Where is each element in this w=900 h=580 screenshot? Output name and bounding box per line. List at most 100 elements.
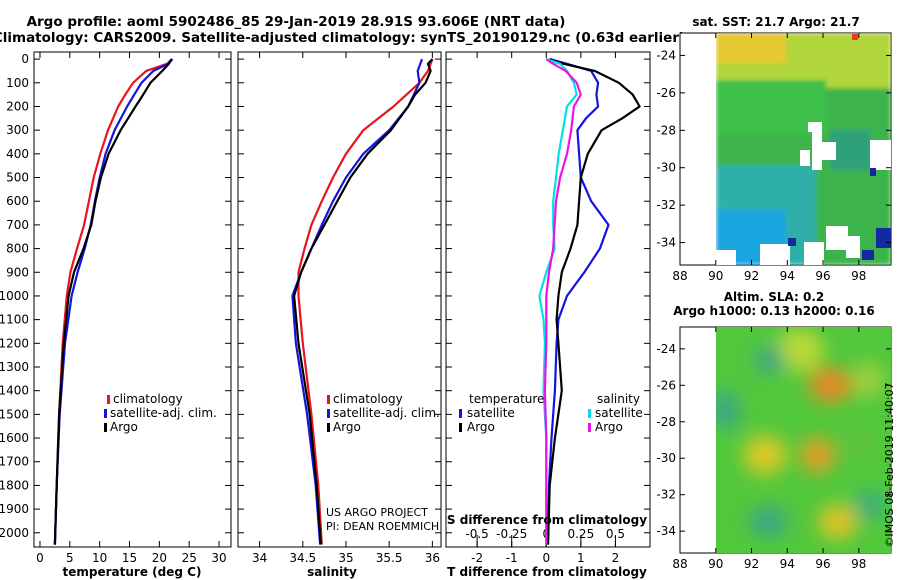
series-salinity-argo	[543, 58, 582, 545]
x-tick-label: 25	[182, 551, 197, 565]
legend-swatch-climatology	[107, 395, 110, 404]
sla-map-panel: Altim. SLA: 0.2 Argo h1000: 0.13 h2000: …	[656, 290, 892, 571]
sst-title: sat. SST: 21.7 Argo: 21.7	[692, 15, 859, 29]
sla-eddy	[852, 362, 884, 398]
sla-cool-eddy	[716, 390, 741, 430]
cold-cell	[870, 168, 876, 176]
sst-mid-band	[716, 80, 826, 135]
x-tick-label: 36	[425, 551, 440, 565]
sst-lat-tick-labels: -24 -26 -28 -30 -32 -34	[656, 48, 891, 250]
lat-tick-label: -32	[656, 198, 676, 212]
lon-tick-label: 96	[815, 269, 830, 283]
legend-label-climatology: climatology	[333, 392, 403, 406]
lon-tick-label: 98	[851, 557, 866, 571]
x-tick-label: 0	[36, 551, 44, 565]
cold-cell	[862, 250, 874, 260]
sla-field-smooth	[716, 328, 886, 540]
imos-watermark: ©IMOS 08-Feb-2019 11:40:07	[883, 382, 896, 547]
temperature-panel: 0100200300400500600700800900100011001200…	[0, 51, 232, 579]
sla-cool-eddy	[748, 506, 788, 538]
sla-eddy	[848, 431, 876, 459]
legend-swatch-s-satellite	[588, 409, 591, 418]
legend-label-t-argo: Argo	[467, 420, 495, 434]
sst-warm-patch	[716, 33, 786, 63]
hot-cell	[852, 34, 858, 40]
x-tick-label: 35	[338, 551, 353, 565]
cloud-cell	[846, 236, 860, 258]
legend-label-argo: Argo	[110, 420, 138, 434]
salinity-plot-frame	[237, 51, 442, 548]
x-tick-label: 15	[122, 551, 137, 565]
lon-tick-label: 88	[672, 557, 687, 571]
sst-map-panel: sat. SST: 21.7 Argo: 21.7	[656, 15, 892, 283]
depth-tick-label: 800	[6, 242, 29, 256]
lon-tick-label: 94	[780, 557, 795, 571]
legend-swatch-t-satellite	[459, 409, 462, 418]
depth-tick-label: 1500	[0, 407, 29, 421]
x-tick-label: 34.5	[289, 551, 316, 565]
cold-cell	[876, 228, 891, 248]
sst-patch-east	[830, 130, 870, 170]
salinity-panel: 34 34.5 35 35.5 36 salinity climatology sate…	[237, 51, 442, 579]
legend-swatch-s-argo	[588, 423, 591, 432]
sst-cloud-mask	[716, 34, 891, 265]
salinity-axis-label: salinity	[307, 565, 357, 579]
series-satellite-adj-clim-	[291, 58, 424, 545]
depth-tick-label: 700	[6, 218, 29, 232]
lat-tick-label: -30	[656, 161, 676, 175]
depth-tick-label: 1100	[0, 313, 29, 327]
x-tick-label: 34	[252, 551, 267, 565]
legend-swatch-t-argo	[459, 423, 462, 432]
depth-tick-label: 400	[6, 147, 29, 161]
depth-tick-label: 1200	[0, 336, 29, 350]
cloud-cell	[804, 242, 824, 265]
legend-swatch-argo	[104, 423, 107, 432]
lon-tick-label: 98	[851, 269, 866, 283]
temperature-plot-frame	[33, 51, 232, 548]
title-line-1: Argo profile: aoml 5902486_85 29-Jan-201…	[27, 14, 566, 30]
lat-tick-label: -34	[656, 236, 676, 250]
x-tick-label: -1	[506, 551, 518, 565]
s-diff-tick-label: -0.25	[496, 527, 527, 541]
legend-label-satellite: satellite-adj. clim.	[110, 406, 217, 420]
sla-warm-eddy	[808, 367, 852, 403]
difference-depth-ticks	[446, 58, 650, 534]
sla-lon-tick-labels: 88 90 92 94 96 98	[672, 327, 866, 571]
x-tick-label: -2	[471, 551, 483, 565]
depth-tick-label: 300	[6, 123, 29, 137]
depth-tick-label: 1700	[0, 455, 29, 469]
legend-header-temperature: temperature	[469, 392, 544, 406]
title-line-2: Climatology: CARS2009. Satellite-adjuste…	[0, 30, 685, 46]
cloud-cell	[870, 140, 891, 170]
depth-tick-label: 1300	[0, 360, 29, 374]
depth-tick-label: 900	[6, 265, 29, 279]
temperature-tick-labels: 0 5 10 15 20 25 30	[36, 52, 227, 565]
x-tick-label: 20	[152, 551, 167, 565]
sla-title-line-1: Altim. SLA: 0.2	[724, 290, 825, 304]
cloud-cell	[808, 122, 822, 132]
difference-plot-frame	[445, 51, 651, 548]
temperature-legend: climatology satellite-adj. clim. Argo	[104, 392, 217, 434]
lon-tick-label: 96	[815, 557, 830, 571]
cloud-cell	[826, 226, 848, 250]
legend-swatch-climatology	[327, 395, 330, 404]
depth-tick-label: 1900	[0, 502, 29, 516]
depth-tick-label: 200	[6, 99, 29, 113]
depth-tick-label: 1400	[0, 384, 29, 398]
depth-tick-label: 2000	[0, 526, 29, 540]
x-tick-label: 10	[92, 551, 107, 565]
series-satellite-adj-clim-	[53, 58, 174, 545]
lon-tick-label: 90	[708, 269, 723, 283]
sla-cool-eddy	[754, 346, 786, 374]
legend-label-satellite: satellite-adj. clim.	[333, 406, 440, 420]
legend-label-s-argo: Argo	[595, 420, 623, 434]
x-tick-label: 30	[211, 551, 226, 565]
cloud-cell	[716, 250, 736, 265]
cloud-cell	[800, 150, 810, 166]
sla-title-line-2: Argo h1000: 0.13 h2000: 0.16	[673, 304, 874, 318]
cloud-cell	[760, 244, 790, 265]
depth-tick-label: 600	[6, 194, 29, 208]
s-diff-tick-label: -0.5	[465, 527, 488, 541]
lon-tick-label: 94	[780, 269, 795, 283]
sla-warm-eddy	[743, 435, 787, 475]
